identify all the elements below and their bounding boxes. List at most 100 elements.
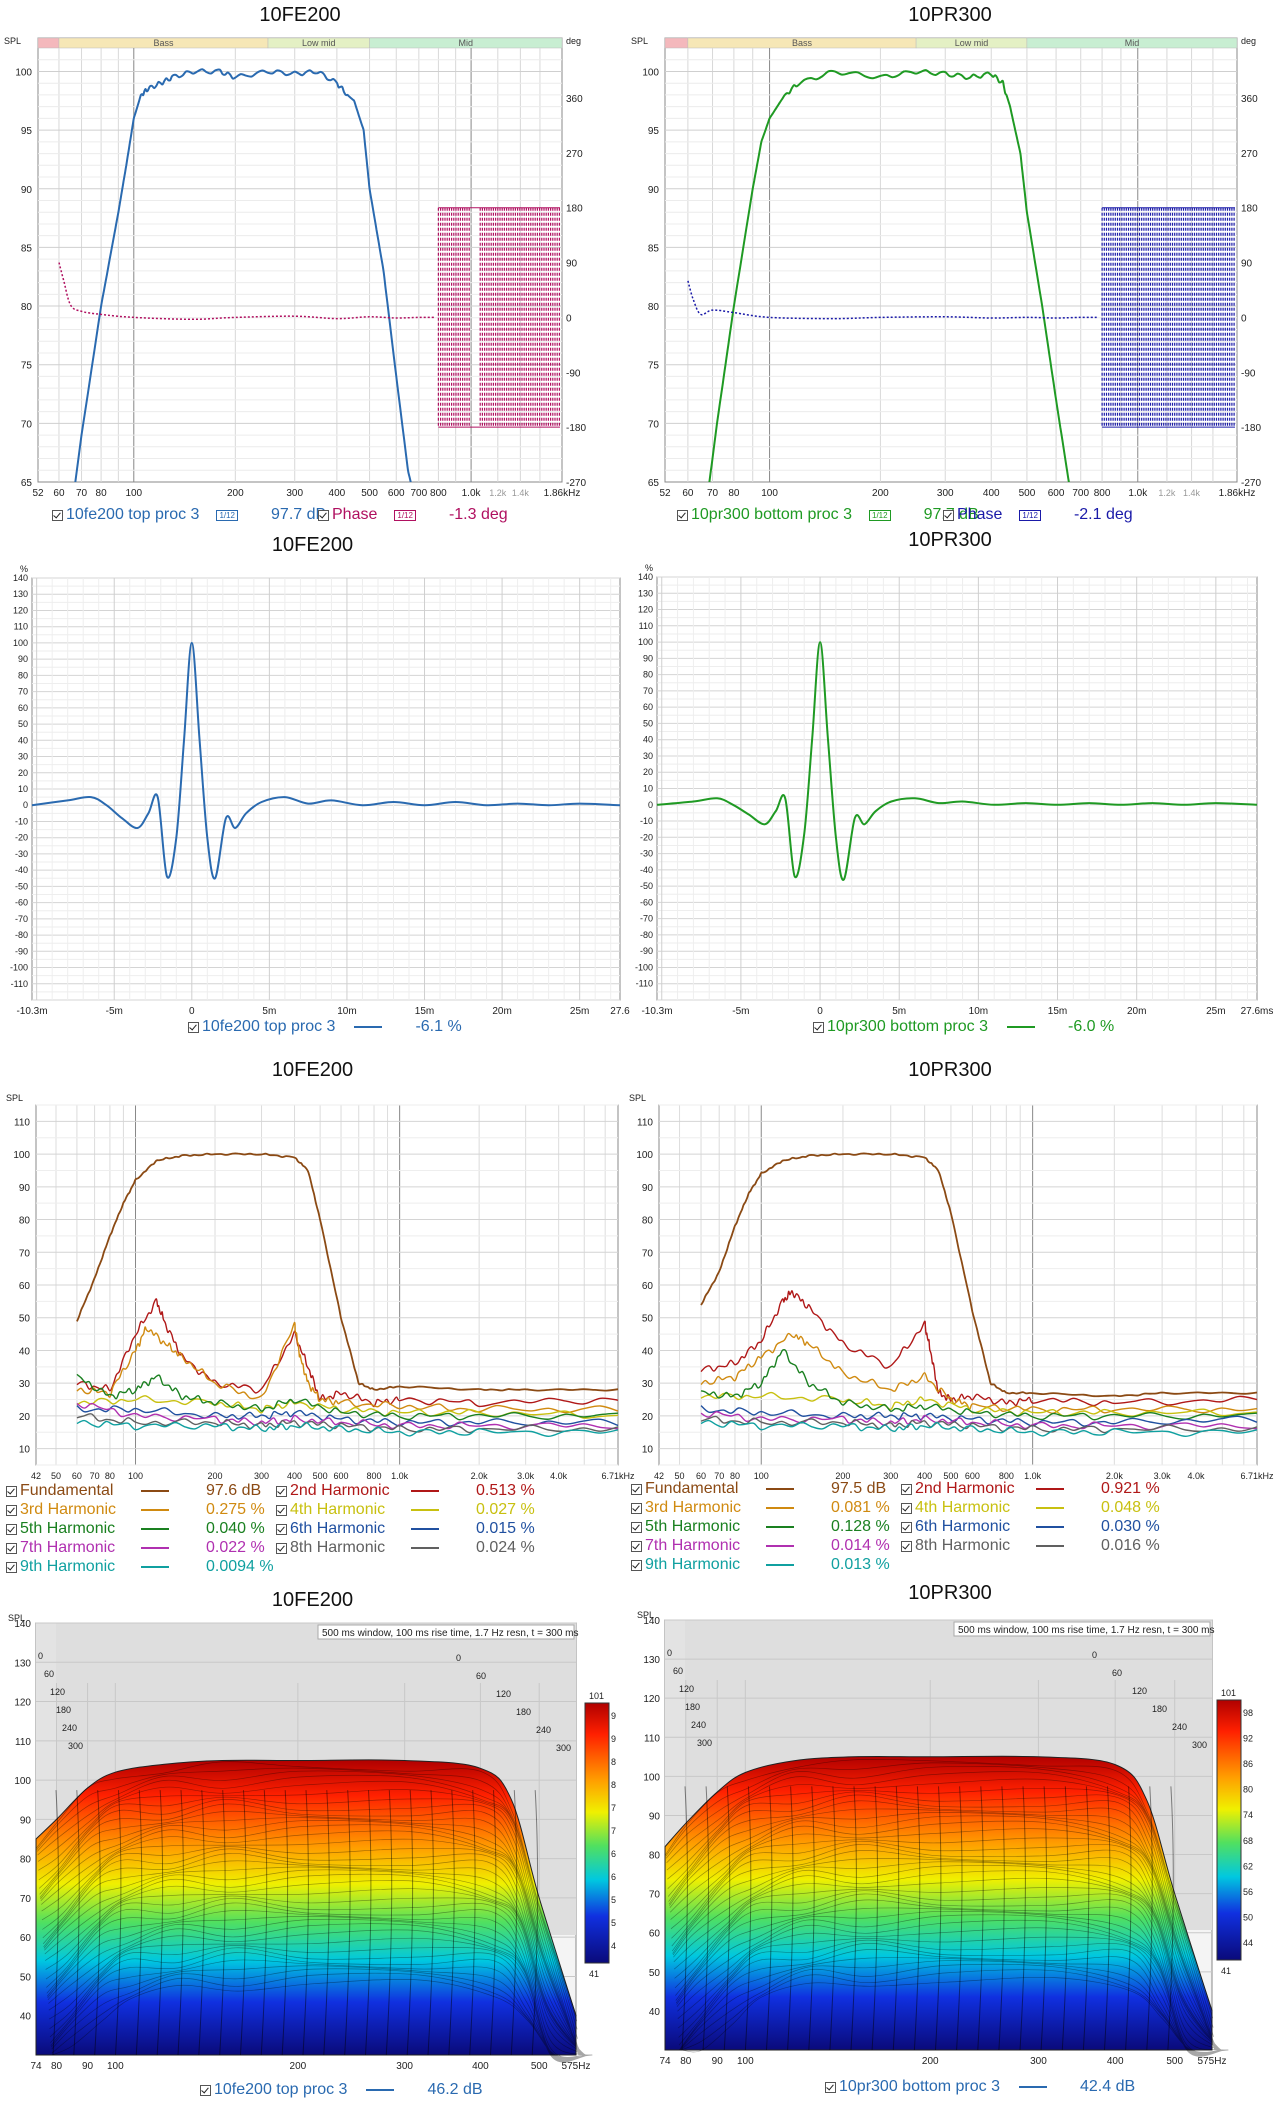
checkbox-icon[interactable]: [52, 509, 63, 521]
y-tick-label: 120: [638, 605, 653, 615]
checkbox-icon[interactable]: [276, 1523, 287, 1535]
checkbox-icon[interactable]: [200, 2084, 211, 2096]
time-label: 240: [536, 1725, 551, 1735]
checkbox-icon[interactable]: [631, 1521, 642, 1533]
legend-entry[interactable]: 5th Harmonic 0.040 %: [6, 1520, 265, 1538]
x-tick-label: 0: [189, 1006, 195, 1017]
legend-entry[interactable]: 10pr300 bottom proc 3 42.4 dB: [825, 2078, 1135, 2096]
legend-entry[interactable]: 8th Harmonic 0.024 %: [276, 1539, 535, 1557]
chart-title: 10PR300: [908, 529, 992, 551]
checkbox-icon[interactable]: [6, 1523, 17, 1535]
y-tick-label: 140: [643, 1616, 660, 1627]
smoothing-icon[interactable]: 1/12: [394, 509, 416, 521]
annotation-box: [317, 1624, 575, 1640]
legend-swatch: [354, 1026, 383, 1028]
y-tick-label: 90: [643, 653, 653, 663]
legend-value: 46.2 dB: [427, 2081, 483, 2098]
legend-entry[interactable]: 3rd Harmonic 0.081 %: [631, 1499, 890, 1517]
y-tick-label: -40: [640, 865, 653, 875]
series-line: [76, 1152, 619, 1392]
checkbox-icon[interactable]: [6, 1561, 17, 1573]
legend-entry[interactable]: 10pr300 bottom proc 3 1/12 97.7 dB: [677, 506, 979, 524]
y-tick-label: 75: [648, 361, 660, 372]
legend-entry[interactable]: 4th Harmonic 0.027 %: [276, 1501, 535, 1519]
checkbox-icon[interactable]: [276, 1542, 287, 1554]
legend-entry[interactable]: 6th Harmonic 0.030 %: [901, 1518, 1160, 1536]
legend-entry[interactable]: 2nd Harmonic 0.513 %: [276, 1482, 535, 1500]
y2-axis-label: deg: [1241, 36, 1256, 46]
checkbox-icon[interactable]: [901, 1502, 912, 1514]
y-tick-label: 60: [649, 1929, 661, 1940]
legend-entry[interactable]: 7th Harmonic 0.014 %: [631, 1537, 890, 1555]
y-tick-label: 65: [648, 478, 660, 489]
x-tick-label: 70: [707, 488, 719, 499]
checkbox-icon[interactable]: [677, 509, 688, 521]
checkbox-icon[interactable]: [825, 2081, 836, 2093]
y-tick-label: 80: [20, 1855, 32, 1866]
legend-entry[interactable]: 5th Harmonic 0.128 %: [631, 1518, 890, 1536]
legend-entry[interactable]: 6th Harmonic 0.015 %: [276, 1520, 535, 1538]
series-line: [76, 1413, 619, 1434]
legend-entry[interactable]: 7th Harmonic 0.022 %: [6, 1539, 265, 1557]
checkbox-icon[interactable]: [901, 1521, 912, 1533]
legend-entry[interactable]: Fundamental 97.5 dB: [631, 1480, 886, 1498]
colorbar-tick: 9: [611, 1734, 616, 1744]
legend-entry[interactable]: 10fe200 top proc 3 1/12 97.7 dB: [52, 506, 326, 524]
legend-value: 0.024 %: [476, 1539, 535, 1556]
y-tick-label: 20: [19, 1412, 31, 1423]
checkbox-icon[interactable]: [631, 1559, 642, 1571]
legend-label: 10pr300 bottom proc 3: [827, 1018, 988, 1035]
checkbox-icon[interactable]: [318, 509, 329, 521]
x-tick-label: -10.3m: [16, 1006, 47, 1017]
colorbar-tick: 5: [611, 1895, 616, 1905]
smoothing-icon[interactable]: 1/12: [1019, 509, 1041, 521]
checkbox-icon[interactable]: [813, 1021, 824, 1033]
checkbox-icon[interactable]: [631, 1502, 642, 1514]
legend-entry[interactable]: Phase 1/12 -1.3 deg: [318, 506, 508, 524]
checkbox-icon[interactable]: [943, 509, 954, 521]
y-tick-label: 30: [642, 1379, 654, 1390]
colorbar-tick: 8: [611, 1757, 616, 1767]
annotation-text: 500 ms window, 100 ms rise time, 1.7 Hz …: [958, 1625, 1215, 1636]
legend-entry[interactable]: 3rd Harmonic 0.275 %: [6, 1501, 265, 1519]
colorbar-tick: 56: [1243, 1887, 1253, 1897]
smoothing-icon[interactable]: 1/12: [216, 509, 239, 521]
legend-entry[interactable]: 4th Harmonic 0.048 %: [901, 1499, 1160, 1517]
checkbox-icon[interactable]: [631, 1483, 642, 1495]
y-tick-label: -90: [15, 946, 28, 956]
y-tick-label: 70: [643, 686, 653, 696]
legend-entry[interactable]: 9th Harmonic 0.0094 %: [6, 1558, 274, 1576]
checkbox-icon[interactable]: [901, 1483, 912, 1495]
time-label: 180: [56, 1705, 71, 1715]
checkbox-icon[interactable]: [901, 1540, 912, 1552]
legend-entry[interactable]: 2nd Harmonic 0.921 %: [901, 1480, 1160, 1498]
band-label: Mid: [1125, 38, 1140, 48]
smoothing-icon[interactable]: 1/12: [869, 509, 891, 521]
checkbox-icon[interactable]: [6, 1542, 17, 1554]
legend-entry[interactable]: 9th Harmonic 0.013 %: [631, 1556, 890, 1574]
y-tick-label: -30: [640, 849, 653, 859]
legend-swatch: [1036, 1545, 1064, 1547]
y-tick-label: 40: [643, 735, 653, 745]
checkbox-icon[interactable]: [276, 1504, 287, 1516]
legend-entry[interactable]: 8th Harmonic 0.016 %: [901, 1537, 1160, 1555]
x-tick-label: 80: [728, 488, 740, 499]
x-tick-label: 100: [754, 1471, 769, 1481]
checkbox-icon[interactable]: [6, 1485, 17, 1497]
legend-entry[interactable]: 10fe200 top proc 3 46.2 dB: [200, 2081, 483, 2099]
x-tick-label: 1.0k: [391, 1471, 409, 1481]
checkbox-icon[interactable]: [276, 1485, 287, 1497]
x-tick-label: 3.0k: [517, 1471, 535, 1481]
legend-label: 7th Harmonic: [645, 1537, 741, 1554]
colorbar-tick: 44: [1243, 1938, 1253, 1948]
y-tick-label: 95: [21, 126, 33, 137]
legend-entry[interactable]: Fundamental 97.6 dB: [6, 1482, 261, 1500]
checkbox-icon[interactable]: [6, 1504, 17, 1516]
legend-entry[interactable]: 10fe200 top proc 3 -6.1 %: [188, 1018, 462, 1036]
y-tick-label: -50: [640, 881, 653, 891]
legend-entry[interactable]: 10pr300 bottom proc 3 -6.0 %: [813, 1018, 1114, 1036]
checkbox-icon[interactable]: [631, 1540, 642, 1552]
checkbox-icon[interactable]: [188, 1021, 199, 1033]
y-tick-label: 95: [648, 126, 660, 137]
legend-entry[interactable]: Phase 1/12 -2.1 deg: [943, 506, 1133, 524]
